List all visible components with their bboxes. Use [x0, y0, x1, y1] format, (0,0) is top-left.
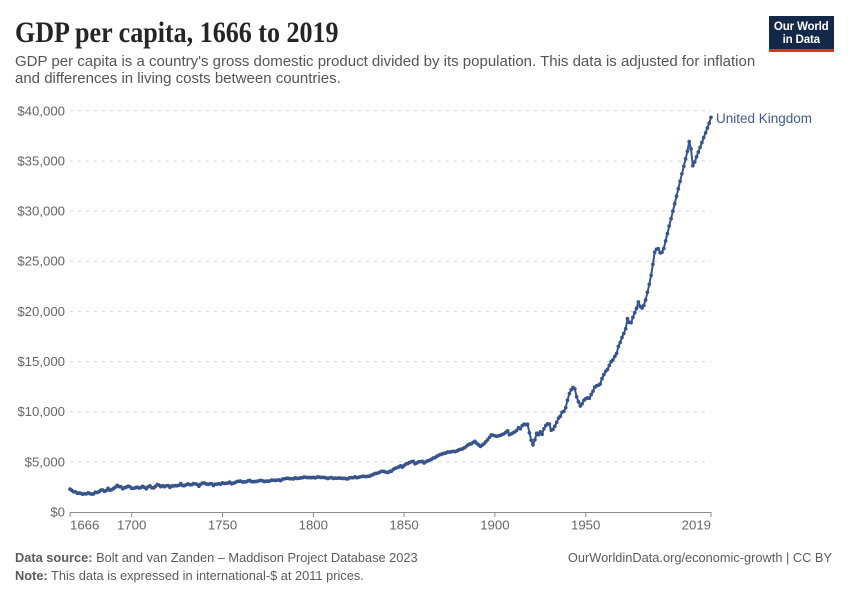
svg-text:$40,000: $40,000 [17, 103, 65, 118]
svg-text:1900: 1900 [480, 518, 509, 533]
svg-text:1666: 1666 [70, 518, 99, 533]
svg-text:$0: $0 [50, 505, 65, 520]
svg-text:$20,000: $20,000 [17, 304, 65, 319]
svg-text:$5,000: $5,000 [25, 454, 65, 469]
svg-text:$35,000: $35,000 [17, 153, 65, 168]
svg-text:$15,000: $15,000 [17, 354, 65, 369]
svg-text:2019: 2019 [682, 518, 711, 533]
svg-text:$10,000: $10,000 [17, 404, 65, 419]
svg-text:$30,000: $30,000 [17, 204, 65, 219]
svg-text:1800: 1800 [299, 518, 328, 533]
svg-text:1700: 1700 [117, 518, 146, 533]
svg-text:United Kingdom: United Kingdom [716, 111, 812, 126]
svg-text:$25,000: $25,000 [17, 254, 65, 269]
svg-text:1750: 1750 [208, 518, 237, 533]
svg-text:1950: 1950 [571, 518, 600, 533]
svg-text:1850: 1850 [389, 518, 418, 533]
